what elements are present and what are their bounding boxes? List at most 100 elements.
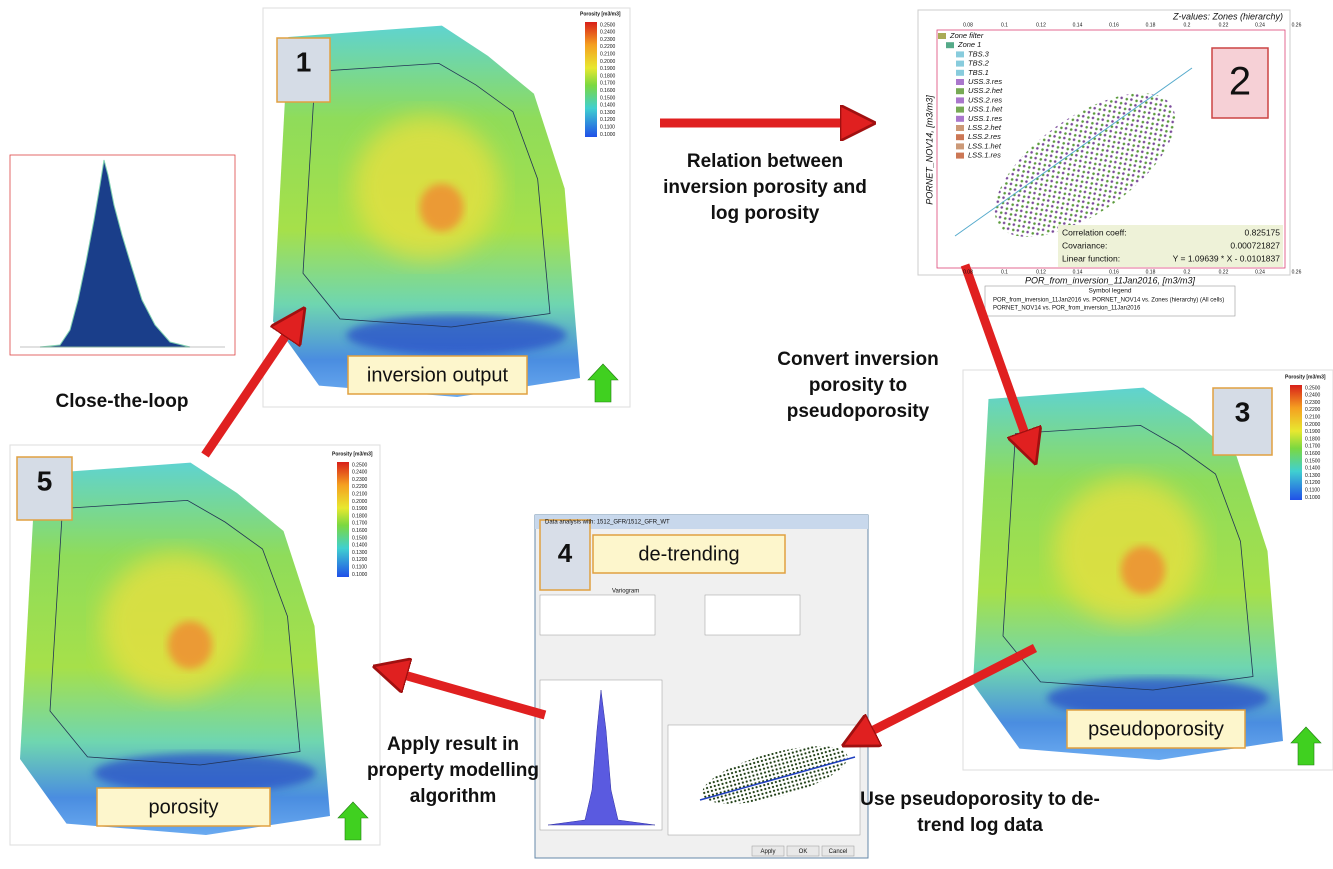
scatter-x-tick-label-top: 0.08	[963, 22, 973, 28]
dialog-button[interactable]	[751, 845, 785, 857]
zone-swatch	[956, 143, 964, 150]
colorbar-tick-label: 0.1200	[352, 557, 368, 563]
colorbar-tick-label: 0.2100	[1305, 415, 1321, 421]
map-label: inversion output	[367, 364, 509, 386]
scatter-x-tick-label: 0.08	[963, 269, 973, 275]
zone-swatch	[956, 51, 964, 58]
step-caption: Close-the-loop	[56, 391, 189, 412]
step-caption: porosity to	[809, 375, 907, 396]
zone-entry: Zone 1	[957, 40, 981, 49]
colorbar-tick-label: 0.2100	[600, 52, 616, 58]
step-caption: Use pseudoporosity to de-	[860, 789, 1100, 810]
map-label-box	[96, 787, 271, 827]
colorbar-tick-label: 0.1300	[1305, 473, 1321, 479]
zone-entry: Zone filter	[949, 31, 984, 40]
reservoir-outline	[302, 62, 551, 328]
map-label-box	[347, 355, 528, 395]
colorbar-tick-label: 0.1600	[1305, 451, 1321, 457]
zone-swatch	[956, 125, 964, 131]
colorbar-tick-label: 0.2300	[1305, 400, 1321, 406]
zone-swatch	[938, 33, 946, 39]
zone-swatch	[956, 79, 964, 85]
histogram-thumbnail	[9, 154, 236, 356]
colorbar-tick-label: 0.2100	[352, 492, 368, 498]
colorbar-tick-label: 0.1000	[600, 132, 616, 138]
step-number-box	[276, 37, 331, 103]
scatter-x-tick-label: 0.16	[1109, 269, 1119, 275]
scatter-x-tick-label-top: 0.22	[1219, 22, 1229, 28]
dialog-title: Data analysis with: 1512_GFR/1512_GFR_WT	[545, 520, 670, 526]
colorbar-tick-label: 0.1200	[1305, 480, 1321, 486]
zone-swatch	[956, 134, 964, 141]
north-arrow	[337, 801, 369, 841]
colorbar-tick-label: 0.1800	[1305, 436, 1321, 442]
scatter-title: Z-values: Zones (hierarchy)	[1172, 11, 1283, 21]
colorbar-tick-label: 0.2000	[600, 59, 616, 65]
colorbar-title: Porosity [m3/m3]	[332, 451, 373, 457]
colorbar-tick-label: 0.2400	[352, 470, 368, 476]
colorbar-tick-label: 0.1800	[352, 513, 368, 519]
arrows	[201, 123, 1035, 738]
colorbar-tick-label: 0.2200	[1305, 407, 1321, 413]
reservoir-outline	[49, 499, 301, 766]
zone-swatch	[956, 69, 964, 76]
step-label: de-trending	[638, 543, 739, 565]
zone-swatch	[956, 97, 964, 104]
scatter-x-tick-label: 0.1	[1001, 269, 1008, 275]
dialog-button[interactable]	[786, 845, 820, 857]
colorbar-tick-label: 0.2000	[1305, 422, 1321, 428]
colorbar-tick-label: 0.1100	[352, 565, 367, 571]
legend-entry: POR_from_inversion_11Jan2016 vs. PORNET_…	[993, 298, 1224, 304]
dialog-button-label: OK	[799, 849, 808, 855]
scatter-x-tick-label-top: 0.12	[1036, 22, 1046, 28]
scatter-x-tick-label-top: 0.2	[1184, 22, 1191, 28]
zone-entry: LSS.1.res	[968, 151, 1001, 160]
peak-porosity-zone	[419, 183, 464, 232]
step-caption: inversion porosity and	[663, 177, 867, 198]
map-label-box	[1066, 709, 1246, 749]
zone-entry: LSS.2.res	[968, 132, 1001, 141]
colorbar-tick-label: 0.1500	[600, 95, 616, 101]
step-number-box	[1212, 387, 1273, 456]
low-porosity-zone	[94, 753, 316, 793]
colorbar-tick-label: 0.2400	[1305, 393, 1321, 399]
scatter-x-tick-label: 0.26	[1292, 269, 1302, 275]
dialog-button-label: Apply	[760, 849, 775, 855]
zone-entry: TBS.3	[968, 49, 990, 58]
zone-entry: USS.2.res	[968, 95, 1002, 104]
map-label: porosity	[148, 796, 218, 818]
scatter-x-tick-label: 0.24	[1255, 269, 1265, 275]
colorbar	[337, 462, 349, 577]
zone-entry: USS.1.res	[968, 114, 1002, 123]
colorbar-tick-label: 0.1600	[600, 88, 616, 94]
zone-swatch	[956, 152, 964, 159]
stat-label: Correlation coeff:	[1062, 227, 1127, 237]
colorbar-tick-label: 0.2400	[600, 30, 616, 36]
scatter-x-tick-label-top: 0.16	[1109, 22, 1119, 28]
peak-porosity-zone	[1120, 546, 1166, 594]
step-number: 5	[37, 465, 53, 496]
dialog-tab: Variogram	[612, 589, 639, 595]
step-number: 4	[558, 538, 573, 568]
high-porosity-zone	[353, 115, 500, 260]
colorbar-tick-label: 0.2300	[600, 37, 616, 43]
step-caption: Apply result in	[387, 734, 519, 755]
north-arrow	[587, 363, 619, 403]
colorbar-tick-label: 0.1000	[352, 572, 368, 578]
dialog-button[interactable]	[821, 845, 855, 857]
zone-entry: USS.1.het	[968, 105, 1003, 114]
colorbar-title: Porosity [m3/m3]	[580, 11, 621, 17]
high-porosity-zone	[1054, 478, 1202, 622]
zone-entry: USS.3.res	[968, 77, 1002, 86]
colorbar-tick-label: 0.1800	[600, 73, 616, 79]
step-caption: Relation between	[687, 151, 843, 172]
step-caption: pseudoporosity	[787, 401, 930, 422]
scatter-x-tick-label-top: 0.24	[1255, 22, 1265, 28]
step-caption: log porosity	[711, 203, 820, 224]
stat-value: 0.000721827	[1230, 240, 1280, 250]
step-caption: algorithm	[410, 786, 497, 807]
step-number: 3	[1235, 396, 1251, 427]
step-caption: property modelling	[367, 760, 539, 781]
dialog-window	[534, 514, 869, 859]
